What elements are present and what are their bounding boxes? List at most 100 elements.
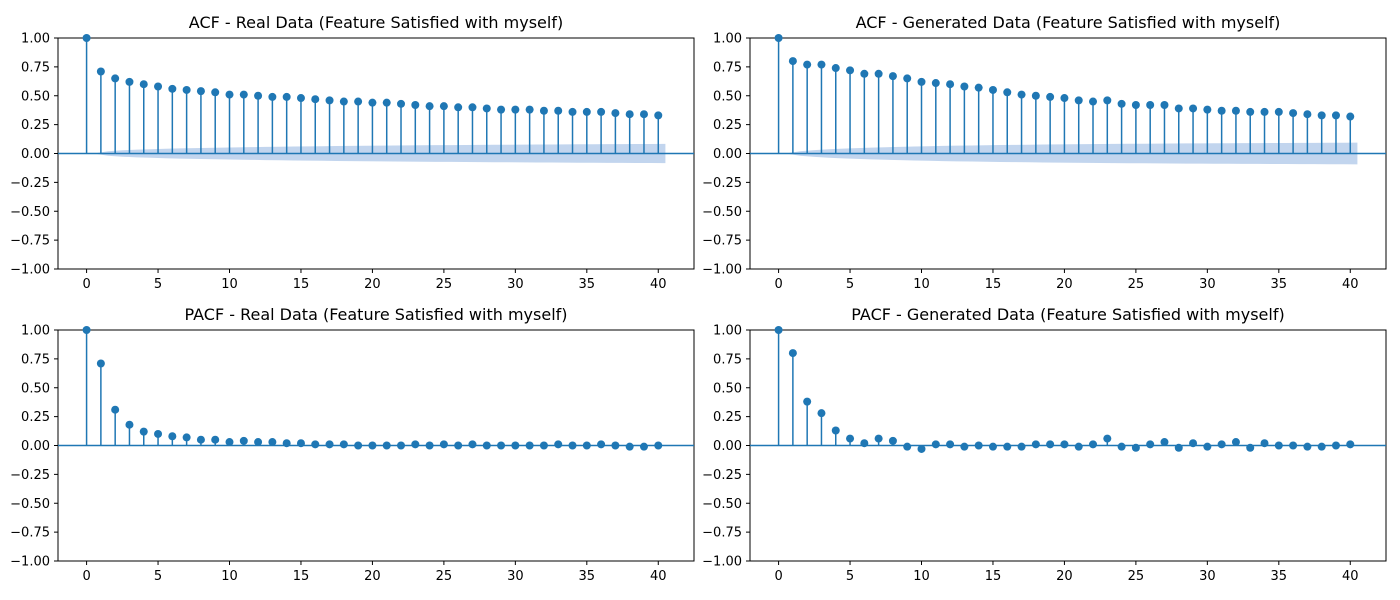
stem-marker	[311, 95, 320, 104]
stem-marker	[511, 105, 520, 114]
x-tick-label: 0	[774, 569, 782, 584]
y-tick-label: 0.50	[713, 381, 742, 396]
stem-marker	[1074, 96, 1083, 105]
stem-marker	[225, 438, 234, 447]
stem-marker	[154, 82, 163, 91]
y-tick-label: 0.00	[21, 439, 50, 454]
stem-marker	[268, 438, 277, 447]
stem-marker	[168, 84, 177, 93]
stem-marker	[1131, 100, 1140, 109]
y-tick-label: 1.00	[21, 32, 50, 47]
stem-marker	[1260, 439, 1269, 448]
chart-title: PACF - Real Data (Feature Satisfied with…	[184, 305, 567, 324]
y-tick-label: −1.00	[10, 263, 50, 278]
stem-marker	[1146, 440, 1155, 449]
y-tick-label: 0.75	[713, 352, 742, 367]
x-tick-label: 25	[436, 569, 453, 584]
stem-marker	[196, 87, 205, 96]
stem-marker	[1060, 440, 1069, 449]
chart-title: PACF - Generated Data (Feature Satisfied…	[851, 305, 1284, 324]
y-tick-label: −0.25	[702, 176, 742, 191]
x-tick-label: 0	[82, 277, 90, 292]
x-tick-label: 40	[1342, 569, 1359, 584]
stem-marker	[497, 441, 506, 450]
stem-marker	[468, 440, 477, 449]
stem-marker	[139, 427, 148, 436]
stem-marker	[1189, 104, 1198, 113]
chart-title: ACF - Generated Data (Feature Satisfied …	[856, 13, 1281, 32]
stem-marker	[1346, 440, 1355, 449]
stem-marker	[82, 34, 91, 42]
stem-marker	[874, 69, 883, 78]
stem-marker	[1246, 107, 1255, 116]
stem-marker	[803, 60, 812, 69]
stem-marker	[454, 103, 463, 112]
x-tick-label: 20	[364, 277, 381, 292]
stem-marker	[1031, 440, 1040, 449]
stem-marker	[846, 66, 855, 75]
stem-marker	[82, 326, 91, 334]
stem-marker	[168, 432, 177, 441]
stem-marker	[468, 103, 477, 112]
stem-marker	[268, 92, 277, 101]
stem-marker	[525, 105, 534, 114]
stem-marker	[1031, 91, 1040, 100]
x-tick-label: 30	[1199, 569, 1216, 584]
y-tick-label: −0.75	[10, 526, 50, 541]
stem-marker	[1317, 442, 1326, 451]
x-tick-label: 15	[293, 569, 310, 584]
stem-marker	[296, 439, 305, 448]
x-tick-label: 10	[913, 569, 930, 584]
y-tick-label: −0.25	[10, 176, 50, 191]
stem-marker	[482, 104, 491, 113]
stem-marker	[96, 359, 105, 368]
y-tick-label: 0.25	[713, 118, 742, 133]
stem-marker	[1117, 442, 1126, 451]
stem-marker	[946, 80, 955, 89]
pacf-real-panel: PACF - Real Data (Feature Satisfied with…	[10, 305, 695, 584]
stem-marker	[639, 442, 648, 451]
y-tick-label: 0.75	[21, 60, 50, 75]
stem-marker	[625, 442, 634, 451]
stem-marker	[903, 442, 912, 451]
stem-marker	[1017, 442, 1026, 451]
y-tick-label: −1.00	[702, 263, 742, 278]
y-tick-label: 0.50	[21, 89, 50, 104]
y-tick-label: −0.75	[702, 234, 742, 249]
y-tick-label: −0.50	[702, 205, 742, 220]
x-tick-label: 30	[1199, 277, 1216, 292]
stem-marker	[182, 433, 191, 442]
y-tick-label: 0.75	[713, 60, 742, 75]
stem-marker	[254, 91, 263, 100]
x-tick-label: 25	[1128, 569, 1145, 584]
x-tick-label: 5	[154, 569, 162, 584]
chart-title: ACF - Real Data (Feature Satisfied with …	[189, 13, 563, 32]
stem-marker	[974, 441, 983, 450]
acf-generated-panel: ACF - Generated Data (Feature Satisfied …	[702, 13, 1387, 292]
stem-marker	[1174, 104, 1183, 113]
y-tick-label: 1.00	[713, 324, 742, 339]
stem-marker	[554, 440, 563, 449]
stem-marker	[439, 102, 448, 111]
stem-marker	[988, 442, 997, 451]
stem-marker	[411, 440, 420, 449]
x-tick-label: 5	[846, 569, 854, 584]
x-tick-label: 35	[579, 569, 596, 584]
stem-marker	[254, 438, 263, 447]
stem-marker	[1303, 110, 1312, 119]
stem-marker	[1346, 112, 1355, 121]
stem-marker	[211, 88, 220, 97]
stem-marker	[511, 441, 520, 450]
stem-marker	[931, 440, 940, 449]
stem-marker	[282, 92, 291, 101]
stem-marker	[1089, 440, 1098, 449]
stem-marker	[1274, 107, 1283, 116]
stem-marker	[397, 99, 406, 108]
stem-marker	[611, 441, 620, 450]
y-tick-label: −0.50	[10, 497, 50, 512]
x-tick-label: 10	[221, 277, 238, 292]
stem-marker	[1217, 440, 1226, 449]
y-tick-label: −1.00	[10, 555, 50, 570]
stem-marker	[539, 106, 548, 115]
